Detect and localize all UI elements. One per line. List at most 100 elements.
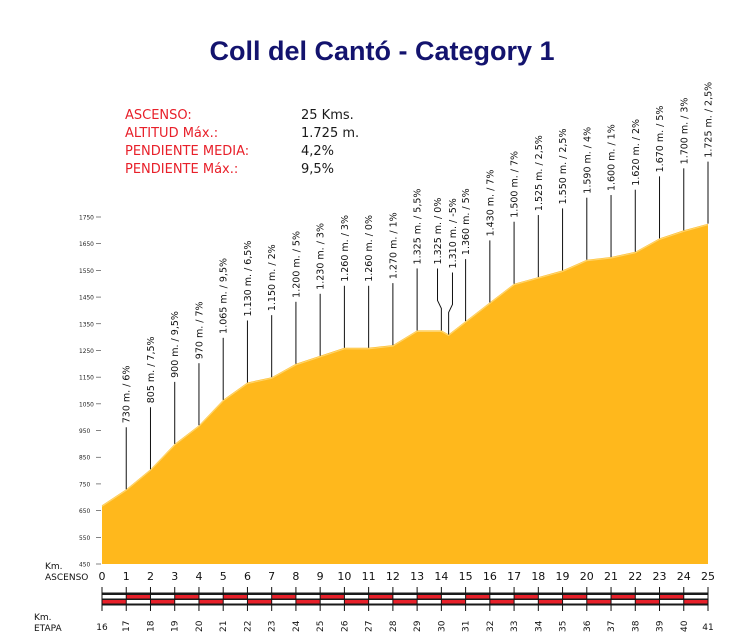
point-label: 1.670 m. / 5% [655, 106, 666, 173]
point-label: 730 m. / 6% [122, 366, 133, 424]
km-etapa-label-name: ETAPA [34, 624, 62, 634]
x-tick-label-etapa: 16 [96, 623, 108, 633]
x-tick-label-ascenso: 0 [99, 570, 106, 583]
km-bar-stripe [489, 595, 515, 599]
x-tick-label-ascenso: 23 [653, 570, 667, 583]
point-label: 1.065 m. / 9,5% [219, 258, 230, 334]
x-tick-label-ascenso: 21 [604, 570, 618, 583]
km-bar-stripe [223, 600, 248, 604]
x-tick-label-etapa: 23 [268, 621, 278, 632]
x-tick-label-ascenso: 10 [337, 570, 351, 583]
km-bar-line [344, 605, 369, 607]
point-label: 1.725 m. / 2,5% [704, 82, 715, 158]
km-bar-stripe [611, 595, 636, 599]
y-tick-label: 550 [79, 534, 90, 542]
x-tick-label-ascenso: 1 [123, 570, 130, 583]
x-tick-label-etapa: 26 [340, 620, 350, 632]
km-bar-stripe [392, 595, 418, 599]
y-tick-label: 1050 [79, 400, 94, 408]
stat-altitud-label: ALTITUD Máx.: [125, 126, 218, 141]
marker-line [437, 268, 442, 331]
km-bar-line [392, 605, 418, 607]
km-bar-stripe [538, 595, 563, 599]
x-tick-label-ascenso: 16 [483, 570, 497, 583]
km-bar-stripe [417, 595, 442, 599]
point-label: 1.310 m. / -5% [448, 198, 459, 268]
km-bar-line [174, 605, 199, 607]
x-tick-label-etapa: 41 [702, 623, 713, 633]
km-bar-stripe [368, 595, 393, 599]
x-tick-label-ascenso: 20 [580, 570, 594, 583]
x-tick-label-etapa: 25 [316, 621, 326, 632]
km-bar-line [514, 605, 539, 607]
x-tick-label-etapa: 29 [413, 620, 423, 632]
x-tick-label-etapa: 28 [389, 620, 399, 632]
km-bar-stripe [586, 595, 612, 599]
km-bar-line [150, 605, 175, 607]
km-ascenso-label-name: ASCENSO [45, 573, 88, 583]
km-bar-stripe [271, 600, 296, 604]
point-label: 1.150 m. / 2% [267, 244, 278, 311]
km-bar-line [174, 591, 199, 593]
km-bar-line [368, 605, 393, 607]
km-bar-stripe [683, 595, 708, 599]
km-bar-stripe [489, 600, 515, 604]
km-bar-stripe [514, 600, 539, 604]
km-bar-stripe [392, 600, 418, 604]
km-bar-stripe [417, 600, 442, 604]
km-bar-line [683, 591, 708, 593]
x-tick-label-ascenso: 6 [244, 570, 251, 583]
point-label: 805 m. / 7,5% [146, 336, 157, 403]
x-tick-label-etapa: 37 [607, 621, 617, 632]
km-bar-stripe [635, 595, 660, 599]
x-tick-label-etapa: 30 [437, 620, 447, 632]
km-bar-line [562, 591, 587, 593]
x-tick-label-ascenso: 11 [362, 570, 376, 583]
km-bar-stripe [344, 595, 369, 599]
km-bar-line [150, 591, 175, 593]
point-label: 1.260 m. / 3% [340, 215, 351, 282]
km-bar-stripe [538, 600, 563, 604]
km-bar-stripe [465, 595, 490, 599]
km-bar-line [441, 591, 466, 593]
km-bar-line [392, 591, 418, 593]
stat-pendiente-max-label: PENDIENTE Máx.: [125, 162, 238, 177]
y-tick-label: 1350 [79, 320, 94, 328]
point-label: 970 m. / 7% [194, 301, 205, 359]
x-tick-label-etapa: 32 [486, 621, 496, 632]
km-bar-stripe [659, 595, 684, 599]
x-tick-label-ascenso: 18 [531, 570, 545, 583]
x-tick-label-ascenso: 4 [195, 570, 202, 583]
x-tick-label-etapa: 33 [510, 621, 520, 632]
point-label: 1.230 m. / 3% [316, 223, 327, 290]
km-bar-line [247, 605, 272, 607]
x-axis: Km. ASCENSO Km. ETAPA 0 1 2 3 4 5 6 7 8 9 10 11 12 13… [34, 562, 715, 634]
km-bar-stripe [295, 600, 321, 604]
x-tick-label-etapa: 20 [195, 620, 205, 632]
x-tick-label-etapa: 21 [219, 621, 229, 632]
point-label: 1.130 m. / 6,5% [243, 241, 254, 317]
x-tick-label-etapa: 18 [146, 620, 156, 632]
x-tick-label-ascenso: 22 [628, 570, 642, 583]
x-tick-label-etapa: 38 [631, 620, 641, 632]
point-label: 1.270 m. / 1% [388, 212, 399, 279]
km-bar-stripe [320, 600, 345, 604]
x-tick-label-etapa: 22 [243, 621, 253, 632]
x-tick-label-etapa: 27 [365, 621, 375, 632]
point-label: 1.325 m. / 5,5% [413, 189, 424, 265]
km-bar-stripe [126, 600, 151, 604]
km-bar-stripe [562, 600, 587, 604]
km-bar-line [683, 605, 708, 607]
point-label: 1.325 m. / 0% [433, 198, 444, 265]
km-bar-stripe [683, 600, 708, 604]
point-label: 1.360 m. / 5% [461, 188, 472, 255]
x-tick-label-ascenso: 13 [410, 570, 424, 583]
km-bar-stripe [320, 595, 345, 599]
km-bar-line [102, 605, 127, 607]
point-label: 1.430 m. / 7% [485, 170, 496, 237]
km-bar-line [295, 591, 321, 593]
stat-altitud-value: 1.725 m. [301, 126, 359, 141]
km-bar-stripe [174, 595, 199, 599]
x-tick-label-ascenso: 25 [701, 570, 715, 583]
